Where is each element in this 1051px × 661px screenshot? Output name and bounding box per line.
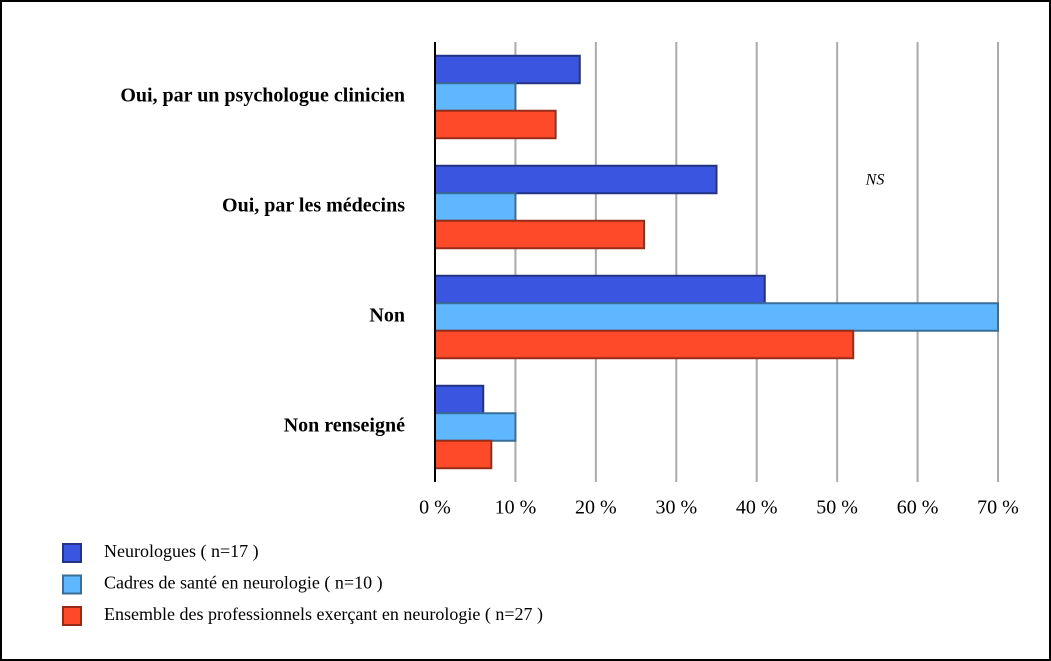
bar	[434, 54, 581, 85]
bar	[434, 219, 646, 250]
bar	[434, 109, 557, 140]
x-tick-label: 40 %	[736, 497, 778, 519]
bar	[434, 302, 999, 332]
x-tick-label: 10 %	[495, 497, 537, 519]
x-tick-label: 20 %	[575, 497, 617, 519]
bar	[434, 82, 517, 112]
bar	[434, 329, 855, 360]
legend-swatch	[62, 606, 82, 626]
legend-label: Cadres de santé en neurologie ( n=10 )	[104, 573, 383, 594]
category-label: Non	[369, 305, 405, 327]
category-label: Non renseigné	[284, 415, 405, 437]
x-tick-label: 70 %	[977, 497, 1019, 519]
bar	[434, 274, 766, 305]
x-tick-label: 30 %	[655, 497, 697, 519]
bar	[434, 384, 485, 415]
category-label: Oui, par un psychologue clinicien	[120, 85, 405, 107]
legend-swatch	[62, 574, 82, 595]
annotation: NS	[865, 172, 885, 189]
bar	[434, 164, 718, 195]
x-tick-label: 60 %	[897, 497, 939, 519]
bar	[434, 439, 493, 470]
legend-label: Ensemble des professionnels exerçant en …	[104, 604, 543, 625]
x-tick-label: 0 %	[419, 497, 451, 519]
x-tick-label: 50 %	[816, 497, 858, 519]
legend-label: Neurologues ( n=17 )	[104, 541, 259, 562]
category-label: Oui, par les médecins	[222, 195, 405, 217]
bar	[434, 192, 517, 222]
bar	[434, 412, 517, 442]
legend-swatch	[62, 543, 82, 563]
